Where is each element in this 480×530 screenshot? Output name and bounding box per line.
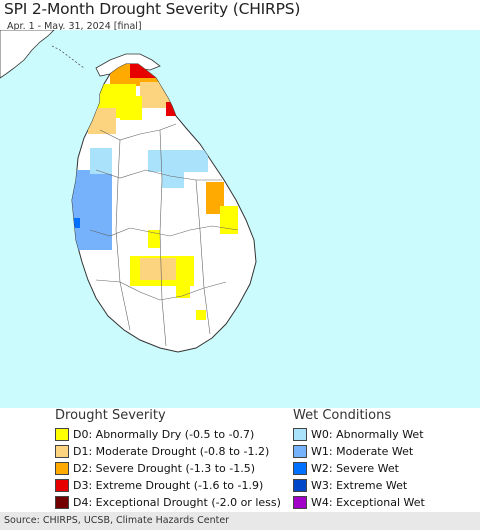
legend: Drought Severity Wet Conditions D0: Abno… — [0, 408, 480, 512]
drought-legend-heading: Drought Severity — [55, 408, 166, 423]
northwest-d0-patch-2 — [120, 96, 142, 120]
legend-label-d0: D0: Abnormally Dry (-0.5 to -0.7) — [73, 428, 255, 441]
legend-label-w3: W3: Extreme Wet — [311, 479, 408, 492]
legend-item-d1: D1: Moderate Drought (-0.8 to -1.2) — [55, 444, 269, 459]
east-d2-patch — [206, 182, 224, 214]
central-w0-patch — [148, 150, 208, 172]
north-d1-patch — [140, 82, 170, 108]
legend-label-d4: D4: Exceptional Drought (-2.0 or less) — [73, 496, 281, 509]
w1-swatch — [293, 445, 307, 458]
legend-item-d2: D2: Severe Drought (-1.3 to -1.5) — [55, 461, 255, 476]
legend-item-d0: D0: Abnormally Dry (-0.5 to -0.7) — [55, 427, 254, 442]
northeast-d4-patch — [176, 108, 184, 116]
legend-label-w2: W2: Severe Wet — [311, 462, 399, 475]
legend-item-d3: D3: Extreme Drought (-1.6 to -1.9) — [55, 478, 263, 493]
d3-swatch — [55, 479, 69, 492]
w2-swatch — [293, 462, 307, 475]
legend-item-d4: D4: Exceptional Drought (-2.0 or less) — [55, 495, 281, 510]
w3-swatch — [293, 479, 307, 492]
d2-swatch — [55, 462, 69, 475]
w4-swatch — [293, 496, 307, 509]
legend-item-w2: W2: Severe Wet — [293, 461, 399, 476]
legend-label-w4: W4: Exceptional Wet — [311, 496, 425, 509]
india-coast — [0, 30, 55, 79]
legend-item-w4: W4: Exceptional Wet — [293, 495, 425, 510]
legend-label-w0: W0: Abnormally Wet — [311, 428, 424, 441]
west-w2-patch — [74, 218, 80, 228]
legend-item-w3: W3: Extreme Wet — [293, 478, 407, 493]
map-title: SPI 2-Month Drought Severity (CHIRPS) — [4, 0, 301, 18]
east-d0-patch — [220, 206, 238, 234]
footer-bar: Source: CHIRPS, UCSB, Climate Hazards Ce… — [0, 512, 480, 530]
sri-lanka-map — [0, 30, 257, 353]
legend-item-w0: W0: Abnormally Wet — [293, 427, 424, 442]
source-credit: Source: CHIRPS, UCSB, Climate Hazards Ce… — [4, 515, 230, 526]
legend-item-w1: W1: Moderate Wet — [293, 444, 413, 459]
d4-swatch — [55, 496, 69, 509]
sri-lanka-island — [71, 63, 257, 353]
central-w0-patch-2 — [162, 170, 184, 188]
legend-label-d1: D1: Moderate Drought (-0.8 to -1.2) — [73, 445, 270, 458]
south-d0-patch-4 — [196, 310, 206, 320]
w0-swatch — [293, 428, 307, 441]
legend-label-w1: W1: Moderate Wet — [311, 445, 414, 458]
wet-legend-heading: Wet Conditions — [293, 408, 392, 423]
south-d0-patch-3 — [176, 278, 190, 298]
legend-label-d3: D3: Extreme Drought (-1.6 to -1.9) — [73, 479, 264, 492]
legend-label-d2: D2: Severe Drought (-1.3 to -1.5) — [73, 462, 256, 475]
south-d1-patch — [140, 258, 176, 280]
d1-swatch — [55, 445, 69, 458]
district-boundaries — [89, 123, 239, 347]
map-subtitle: Apr. 1 - May. 31, 2024 [final] — [7, 21, 142, 32]
south-d0-patch-2 — [148, 230, 160, 248]
west-w0-patch — [90, 148, 112, 174]
west-w1-patch — [72, 170, 112, 250]
d0-swatch — [55, 428, 69, 441]
map-panel — [0, 30, 480, 408]
northeast-d3-patch — [166, 102, 184, 116]
adams-bridge — [51, 45, 85, 69]
